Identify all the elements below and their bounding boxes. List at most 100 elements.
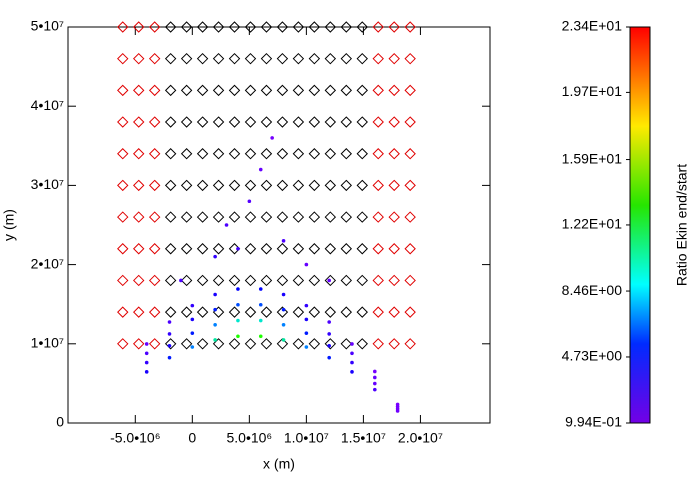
diamond-marker [356, 21, 368, 33]
diamond-marker [340, 84, 352, 97]
diamond-marker [133, 84, 145, 97]
diamond-marker [260, 243, 273, 255]
particle [213, 307, 217, 312]
diamond-marker [164, 52, 177, 65]
diamond-marker [388, 211, 400, 223]
particle [304, 331, 309, 335]
diamond-marker [180, 52, 193, 65]
diamond-marker [404, 52, 416, 65]
diamond-marker [276, 52, 289, 65]
diamond-marker [196, 52, 209, 65]
particle [167, 332, 172, 336]
diamond-marker [356, 52, 368, 65]
diamond-marker [372, 243, 384, 255]
colorbar-tick-label: 4.73E+00 [562, 348, 623, 364]
particle [224, 223, 229, 227]
diamond-marker [117, 84, 129, 97]
diamond-marker [276, 306, 289, 318]
diamond-marker [292, 179, 305, 192]
x-tick-label: 1.5•10⁷ [341, 430, 386, 446]
diamond-marker [292, 306, 305, 318]
diamond-marker [372, 52, 384, 65]
x-tick-label: 0 [188, 430, 196, 446]
diamond-marker [324, 211, 337, 223]
diamond-marker [404, 116, 416, 128]
diamond-marker [372, 21, 384, 33]
diamond-marker [244, 274, 257, 287]
diamond-marker [324, 21, 337, 33]
diamond-marker [164, 338, 177, 350]
diamond-marker [388, 116, 400, 128]
diamond-marker [404, 274, 416, 287]
diamond-marker [404, 21, 416, 33]
diamond-marker [276, 84, 289, 97]
particle [236, 287, 240, 291]
diamond-marker [276, 243, 289, 255]
diamond-marker [133, 21, 145, 33]
diamond-marker [180, 211, 193, 223]
diamond-marker [324, 148, 337, 160]
diamond-marker [228, 179, 241, 192]
particle [327, 278, 331, 283]
diamond-marker [212, 52, 225, 65]
diamond-marker [260, 148, 273, 160]
diamond-marker [244, 338, 257, 350]
diamond-marker [356, 306, 368, 318]
diamond-marker [356, 211, 368, 223]
particle [167, 320, 172, 324]
diamond-marker [372, 148, 384, 160]
diamond-marker [292, 52, 305, 65]
diamond-marker [308, 179, 321, 192]
diamond-marker [196, 306, 209, 318]
diamond-marker [276, 274, 289, 287]
diamond-marker [133, 211, 145, 223]
diamond-marker [356, 84, 368, 97]
particle [281, 322, 286, 327]
diamond-marker [228, 21, 241, 33]
particle [304, 262, 309, 267]
particle [304, 303, 309, 308]
diamond-marker [276, 148, 289, 160]
diamond-marker [404, 306, 416, 318]
diamond-marker [117, 338, 129, 350]
diamond-marker [260, 338, 273, 350]
x-tick-label: -5.0•10⁶ [110, 430, 160, 446]
diamond-marker [372, 274, 384, 287]
diamond-marker [340, 274, 352, 287]
diamond-marker [308, 148, 321, 160]
diamond-marker [308, 306, 321, 318]
diamond-marker [164, 243, 177, 255]
diamond-marker [260, 84, 273, 97]
diamond-marker [292, 243, 305, 255]
particle [350, 351, 354, 356]
diamond-marker [340, 306, 352, 318]
diamond-marker [244, 21, 257, 33]
diamond-marker [180, 116, 193, 128]
diamond-marker [117, 211, 129, 223]
particle [350, 370, 354, 374]
diamond-marker [292, 116, 305, 128]
diamond-marker [372, 116, 384, 128]
diamond-marker [117, 243, 129, 255]
diamond-marker [260, 21, 273, 33]
plot-frame [67, 26, 491, 424]
colorbar-tick-label: 9.94E-01 [565, 414, 622, 430]
diamond-marker [180, 179, 193, 192]
diamond-marker [180, 148, 193, 160]
diamond-marker [260, 116, 273, 128]
diamond-marker [292, 148, 305, 160]
particle [258, 167, 263, 172]
y-tick-label: 2•10⁷ [31, 255, 64, 271]
diamond-marker [308, 243, 321, 255]
y-tick-label: 4•10⁷ [31, 97, 64, 113]
diamond-marker [228, 211, 241, 223]
diamond-marker [340, 52, 352, 65]
particle [304, 345, 309, 349]
diamond-marker [164, 21, 177, 33]
particle [144, 370, 149, 374]
diamond-marker [148, 274, 161, 287]
x-tick-label: 2.0•10⁷ [398, 430, 443, 446]
diamond-marker [148, 211, 161, 223]
particle [281, 239, 286, 243]
diamond-marker [212, 211, 225, 223]
